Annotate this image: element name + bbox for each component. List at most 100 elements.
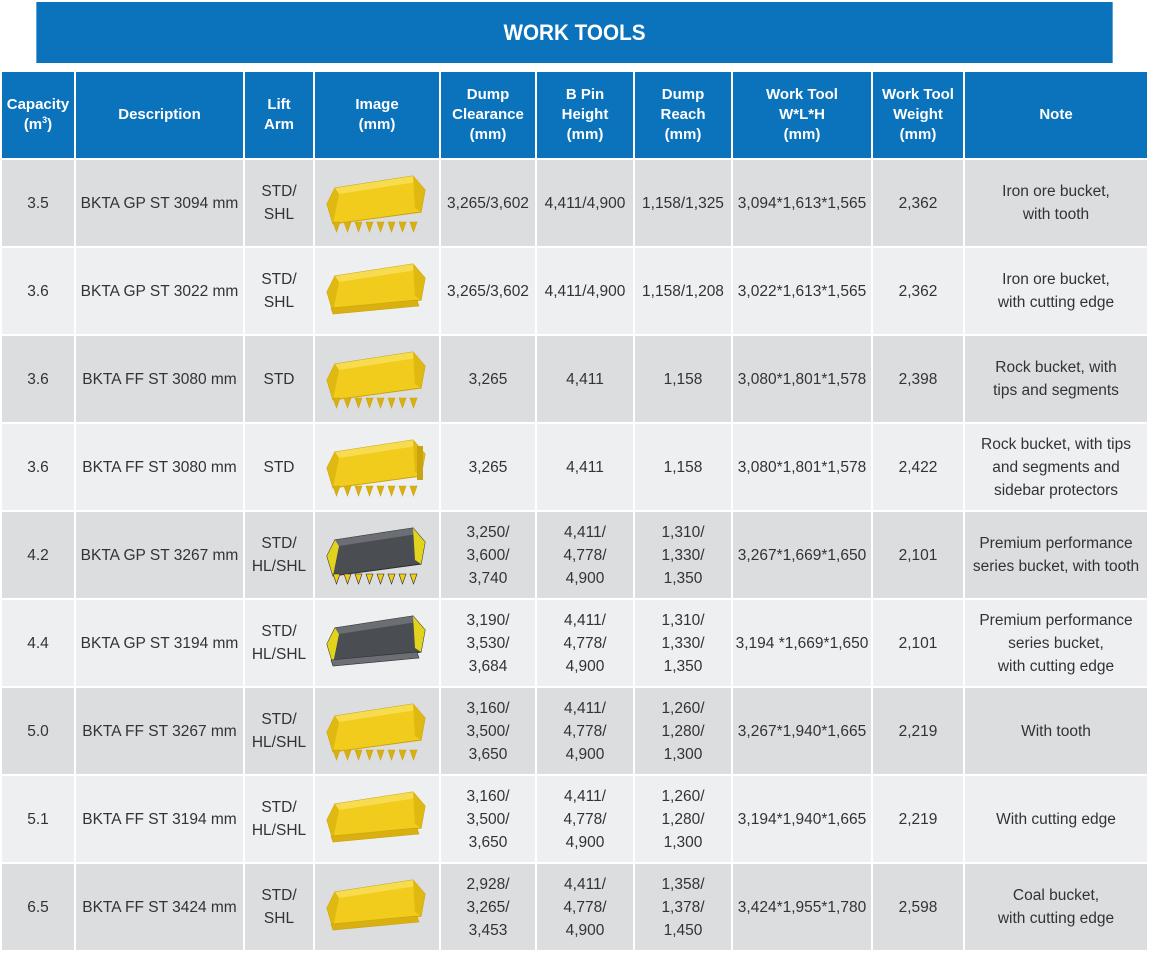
header-work-tool-wlh: Work Tool W*L*H (mm) [731, 72, 872, 159]
yellow-bucket-with-teeth-icon [317, 168, 437, 238]
cell-description: BKTA FF ST 3424 mm [74, 862, 244, 950]
cell-dump-clearance: 3,250/ 3,600/ 3,740 [439, 510, 536, 599]
cell-capacity-text: 6.5 [27, 898, 49, 916]
header-capacity: Capacity (m3) [2, 72, 75, 159]
cell-work-tool-wlh-text: 3,080*1,801*1,578 [737, 370, 867, 388]
cell-work-tool-wlh-text: 3,424*1,955*1,780 [737, 898, 867, 916]
cell-dump-clearance-text: 3,265 [468, 370, 508, 388]
cell-work-tool-wlh-text: 3,267*1,940*1,665 [737, 722, 867, 740]
cell-b-pin-height-text: 4,411/ 4,778/ 4,900 [563, 699, 607, 763]
cell-b-pin-height: 4,411/ 4,778/ 4,900 [535, 686, 634, 775]
cell-work-tool-weight-text: 2,362 [898, 282, 938, 300]
cell-image [313, 686, 440, 775]
cell-work-tool-weight: 2,362 [871, 246, 964, 335]
cell-work-tool-weight: 2,398 [871, 334, 964, 423]
cell-work-tool-wlh-text: 3,094*1,613*1,565 [737, 194, 867, 212]
cell-note-text: Coal bucket, with cutting edge [997, 887, 1115, 927]
cell-work-tool-wlh: 3,267*1,940*1,665 [731, 686, 872, 775]
cell-dump-clearance-text: 3,190/ 3,530/ 3,684 [466, 611, 510, 675]
cell-capacity-text: 4.2 [27, 546, 49, 564]
cell-description-text: BKTA FF ST 3080 mm [82, 370, 237, 388]
cell-dump-clearance: 3,265/3,602 [439, 246, 536, 335]
cell-work-tool-wlh: 3,094*1,613*1,565 [731, 158, 872, 247]
cell-b-pin-height-text: 4,411/ 4,778/ 4,900 [563, 523, 607, 587]
cell-dump-clearance-text: 3,265 [468, 458, 508, 476]
cell-description: BKTA FF ST 3194 mm [74, 774, 244, 863]
cell-description-text: BKTA GP ST 3022 mm [80, 282, 239, 300]
table-header-row: Capacity (m3) Description Lift Arm Image… [2, 72, 1147, 159]
cell-note: With cutting edge [963, 774, 1147, 863]
cell-work-tool-weight-text: 2,598 [898, 898, 938, 916]
cell-work-tool-weight-text: 2,398 [898, 370, 938, 388]
header-note: Note [963, 72, 1147, 159]
page-title: WORK TOOLS [503, 19, 646, 45]
cell-dump-clearance-text: 3,265/3,602 [447, 282, 529, 300]
cell-dump-reach-text: 1,260/ 1,280/ 1,300 [661, 699, 705, 763]
cell-work-tool-weight-text: 2,219 [898, 722, 938, 740]
cell-lift-arm: STD/ SHL [243, 862, 314, 950]
cell-dump-reach-text: 1,158 [663, 458, 703, 476]
cell-note: Rock bucket, with tips and segments and … [963, 422, 1147, 511]
cell-image [313, 334, 440, 423]
cell-capacity: 6.5 [2, 862, 75, 950]
cell-note: With tooth [963, 686, 1147, 775]
cell-note-text: With cutting edge [996, 810, 1116, 828]
cell-lift-arm: STD/ HL/SHL [243, 774, 314, 863]
cell-dump-reach: 1,158/1,208 [633, 246, 732, 335]
cell-work-tool-weight-text: 2,101 [898, 634, 938, 652]
cell-image [313, 158, 440, 247]
cell-dump-clearance-text: 3,160/ 3,500/ 3,650 [466, 787, 510, 851]
cell-description: BKTA GP ST 3094 mm [74, 158, 244, 247]
cell-work-tool-weight-text: 2,362 [898, 194, 938, 212]
cell-dump-reach-text: 1,158/1,325 [642, 194, 724, 212]
cell-image [313, 510, 440, 599]
cell-note: Premium performance series bucket, with … [963, 598, 1147, 687]
cell-image [313, 862, 440, 950]
cell-work-tool-weight: 2,598 [871, 862, 964, 950]
cell-description-text: BKTA GP ST 3194 mm [80, 634, 239, 652]
cell-work-tool-weight: 2,362 [871, 158, 964, 247]
cell-capacity: 4.2 [2, 510, 75, 599]
cell-b-pin-height: 4,411/4,900 [535, 246, 634, 335]
cell-b-pin-height-text: 4,411/ 4,778/ 4,900 [563, 611, 607, 675]
yellow-bucket-cutting-edge-icon [317, 784, 437, 854]
cell-lift-arm-text: STD/ SHL [261, 271, 297, 311]
cell-dump-reach: 1,260/ 1,280/ 1,300 [633, 686, 732, 775]
header-description: Description [74, 72, 244, 159]
table-row: 3.6 BKTA FF ST 3080 mm STD 3,265 4,411 1,158 3… [2, 334, 1147, 423]
cell-lift-arm-text: STD [263, 458, 295, 476]
cell-work-tool-wlh: 3,080*1,801*1,578 [731, 334, 872, 423]
cell-b-pin-height-text: 4,411/ 4,778/ 4,900 [563, 787, 607, 851]
table-row: 3.6 BKTA FF ST 3080 mm STD 3,265 4,411 1,158 3… [2, 422, 1147, 511]
cell-lift-arm-text: STD/ HL/SHL [251, 623, 307, 663]
cell-note-text: Iron ore bucket, with tooth [1002, 183, 1110, 223]
cell-capacity: 3.6 [2, 246, 75, 335]
dark-premium-bucket-with-teeth-icon [317, 520, 437, 590]
cell-capacity-text: 3.6 [27, 282, 49, 300]
cell-lift-arm: STD/ SHL [243, 246, 314, 335]
cell-capacity-text: 3.5 [27, 194, 49, 212]
cell-work-tool-wlh: 3,267*1,669*1,650 [731, 510, 872, 599]
cell-dump-reach-text: 1,158 [663, 370, 703, 388]
cell-work-tool-weight-text: 2,101 [898, 546, 938, 564]
header-image: Image (mm) [313, 72, 440, 159]
cell-b-pin-height-text: 4,411/4,900 [544, 194, 626, 212]
page-title-bar: WORK TOOLS [36, 2, 1113, 63]
cell-lift-arm: STD/ HL/SHL [243, 598, 314, 687]
cell-dump-reach: 1,358/ 1,378/ 1,450 [633, 862, 732, 950]
cell-image [313, 774, 440, 863]
cell-dump-reach: 1,310/ 1,330/ 1,350 [633, 598, 732, 687]
cell-dump-clearance-text: 3,250/ 3,600/ 3,740 [466, 523, 510, 587]
cell-note-text: Rock bucket, with tips and segments [993, 359, 1119, 399]
cell-capacity: 3.6 [2, 334, 75, 423]
cell-lift-arm-text: STD/ HL/SHL [251, 535, 307, 575]
cell-description-text: BKTA FF ST 3267 mm [82, 722, 237, 740]
cell-dump-reach-text: 1,158/1,208 [642, 282, 724, 300]
cell-dump-clearance: 3,160/ 3,500/ 3,650 [439, 686, 536, 775]
cell-work-tool-weight-text: 2,422 [898, 458, 938, 476]
cell-b-pin-height: 4,411/ 4,778/ 4,900 [535, 598, 634, 687]
cell-work-tool-wlh: 3,194 *1,669*1,650 [731, 598, 872, 687]
cell-lift-arm: STD [243, 334, 314, 423]
cell-dump-clearance-text: 3,265/3,602 [447, 194, 529, 212]
cell-lift-arm-text: STD/ SHL [261, 183, 297, 223]
